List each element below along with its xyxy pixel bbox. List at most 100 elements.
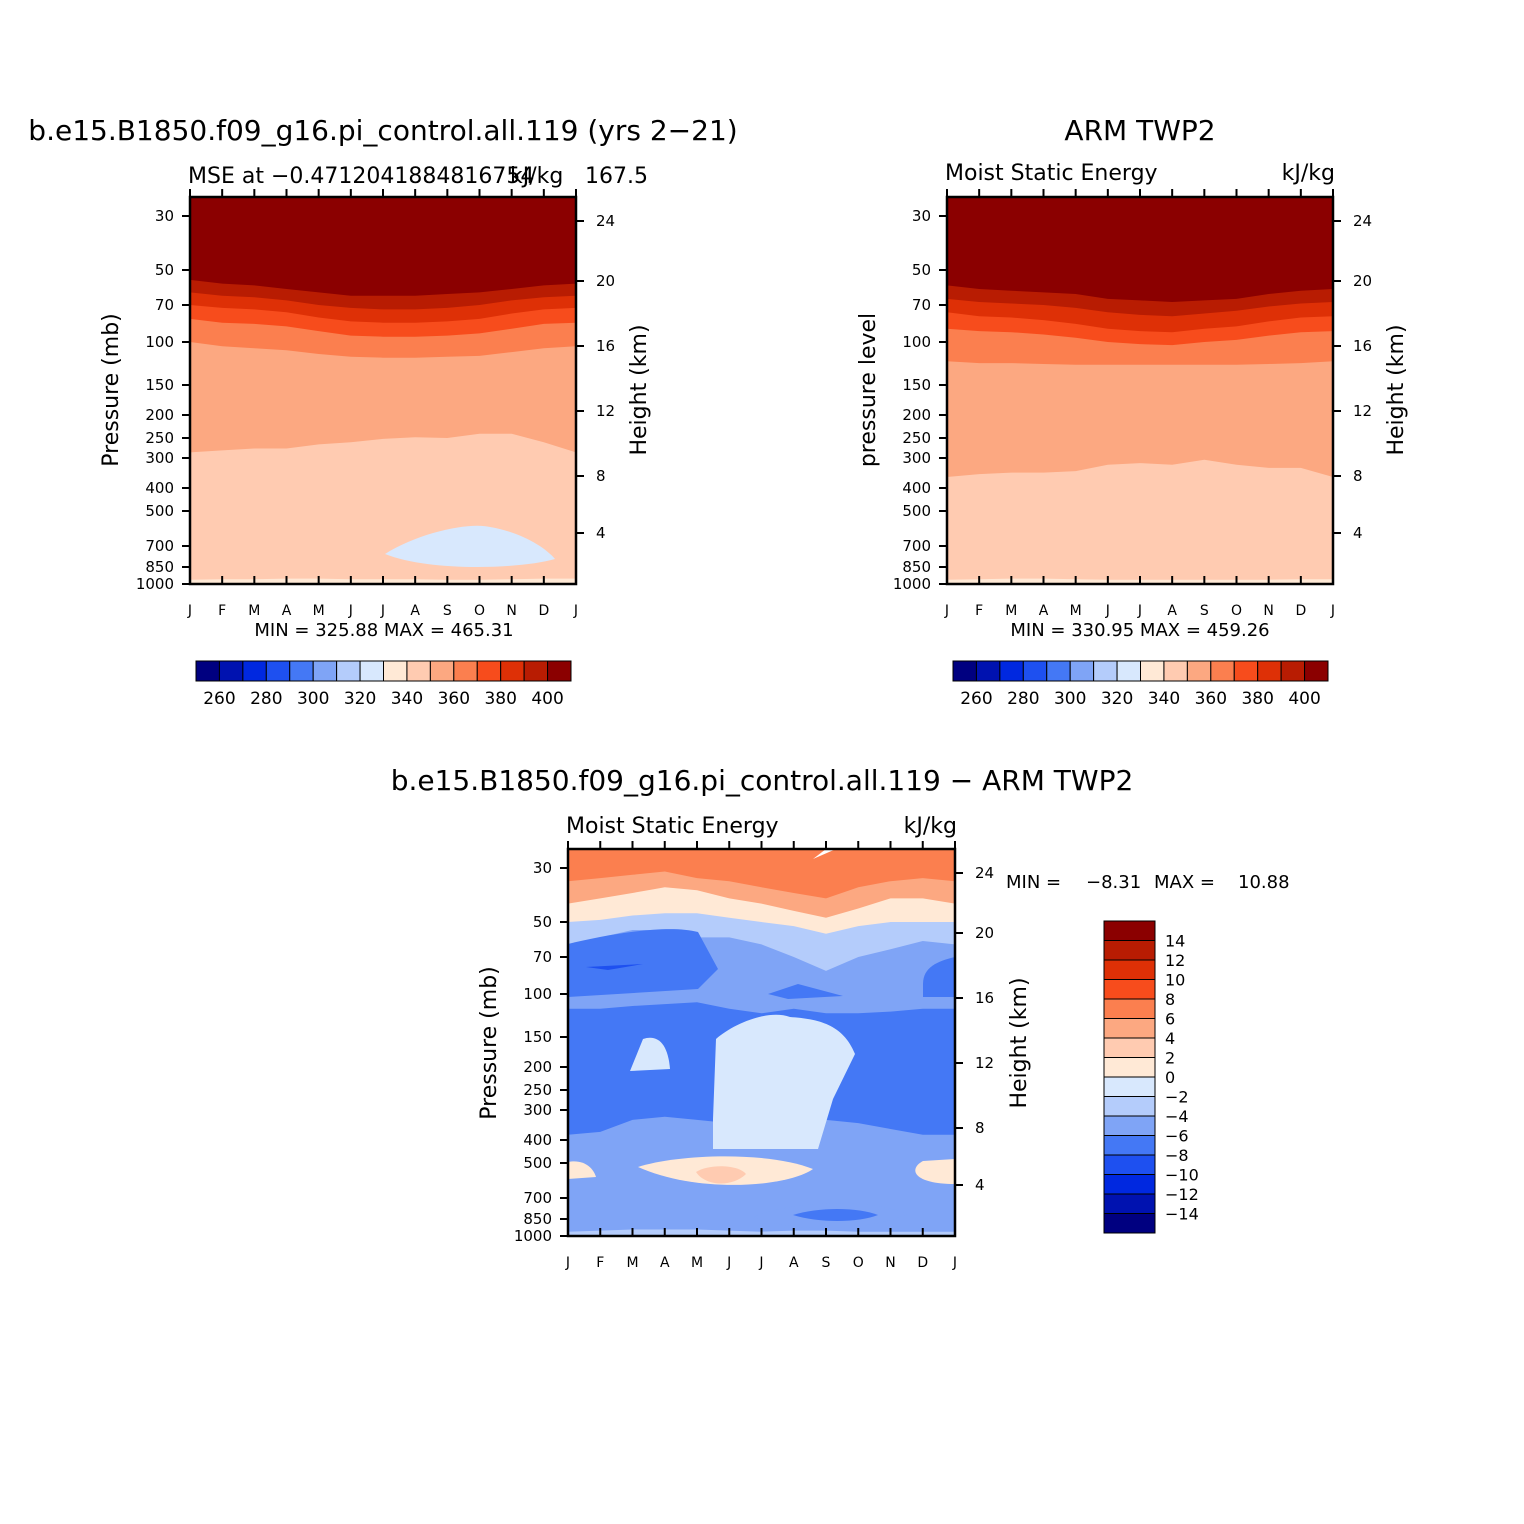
y-right-tick-label: 24 bbox=[596, 212, 615, 230]
model-panel-title: b.e15.B1850.f09_g16.pi_control.all.119 (… bbox=[28, 114, 737, 147]
colorbar-box bbox=[1304, 660, 1329, 682]
diff-core-mid bbox=[768, 984, 843, 999]
colorbar-label: −4 bbox=[1165, 1107, 1189, 1126]
diff-min-label: MIN = bbox=[1006, 872, 1061, 893]
colorbar-label: −6 bbox=[1165, 1127, 1189, 1146]
x-tick-label: F bbox=[596, 1255, 604, 1271]
x-tick-label: A bbox=[1167, 603, 1177, 619]
colorbar-box bbox=[1103, 1193, 1156, 1214]
colorbar-box bbox=[1046, 660, 1071, 682]
diff-panel: b.e15.B1850.f09_g16.pi_control.all.119 −… bbox=[391, 764, 1290, 1271]
contour-band-350 bbox=[947, 459, 1333, 584]
x-tick-label: D bbox=[538, 603, 549, 619]
diff-panel-right-string: kJ/kg bbox=[904, 814, 957, 839]
y-tick-label: 250 bbox=[145, 429, 174, 447]
diff-min-value: −8.31 bbox=[1086, 872, 1141, 893]
y-tick-label: 850 bbox=[145, 558, 174, 576]
y-tick-label: 1000 bbox=[136, 575, 174, 593]
obs-panel-right-string: kJ/kg bbox=[1282, 161, 1335, 186]
y-right-tick-label: 20 bbox=[596, 272, 615, 290]
diff-max-label: MAX = bbox=[1154, 872, 1215, 893]
y-tick-label: 500 bbox=[145, 502, 174, 520]
diff-warm-west bbox=[568, 1161, 596, 1179]
x-tick-label: D bbox=[917, 1255, 928, 1271]
x-tick-label: F bbox=[975, 603, 983, 619]
colorbar-box bbox=[312, 660, 338, 682]
colorbar-box bbox=[476, 660, 502, 682]
colorbar-label: 360 bbox=[438, 689, 470, 709]
model-colorbar: 260 280 300 320 340 360 380 400 bbox=[195, 660, 572, 709]
x-tick-label: J bbox=[952, 1255, 957, 1271]
model-panel-right-string: kJ/kg bbox=[510, 164, 563, 189]
x-tick-label: S bbox=[822, 1255, 831, 1271]
colorbar-box bbox=[1210, 660, 1235, 682]
y-tick-label: 400 bbox=[523, 1131, 552, 1149]
colorbar-box bbox=[1093, 660, 1118, 682]
y-tick-label: 70 bbox=[533, 948, 552, 966]
y-tick-label: 400 bbox=[902, 479, 931, 497]
colorbar-box bbox=[265, 660, 291, 682]
y-tick-label: 200 bbox=[523, 1058, 552, 1076]
y-tick-label: 500 bbox=[523, 1154, 552, 1172]
y-tick-label: 50 bbox=[912, 261, 931, 279]
colorbar-label: 4 bbox=[1165, 1029, 1175, 1048]
colorbar-box bbox=[1140, 660, 1165, 682]
y-right-tick-label: 4 bbox=[1353, 524, 1363, 542]
diff-axes: J F M A M J J A S O N D J 30 50 70 100 150 200 250 300 400 500… bbox=[514, 841, 994, 1271]
colorbar-label: 260 bbox=[960, 689, 992, 709]
x-tick-label: J bbox=[565, 1255, 570, 1271]
obs-panel-left-string: Moist Static Energy bbox=[945, 161, 1158, 186]
diff-ylabel-right: Height (km) bbox=[1007, 977, 1032, 1108]
model-contour-field bbox=[190, 197, 576, 584]
contour-blob-330 bbox=[385, 525, 555, 568]
y-right-tick-label: 8 bbox=[975, 1119, 985, 1137]
y-right-tick-label: 16 bbox=[596, 337, 615, 355]
obs-axes: J F M A M J J A S O N D J 30 50 70 100 150 200 250 300 400 500… bbox=[893, 189, 1372, 619]
colorbar-box bbox=[1103, 1115, 1156, 1136]
x-tick-label: J bbox=[380, 603, 385, 619]
colorbar-label: 400 bbox=[531, 689, 563, 709]
diff-panel-left-string: Moist Static Energy bbox=[566, 814, 779, 839]
colorbar-box bbox=[1103, 1057, 1156, 1078]
y-tick-label: 700 bbox=[523, 1189, 552, 1207]
colorbar-box bbox=[429, 660, 455, 682]
colorbar-box bbox=[1103, 920, 1156, 941]
obs-min-max: MIN = 330.95 MAX = 459.26 bbox=[1010, 620, 1269, 641]
diff-panel-title: b.e15.B1850.f09_g16.pi_control.all.119 −… bbox=[391, 764, 1134, 797]
colorbar-box bbox=[383, 660, 408, 682]
colorbar-box bbox=[406, 660, 431, 682]
x-tick-label: D bbox=[1295, 603, 1306, 619]
colorbar-box bbox=[453, 660, 478, 682]
x-tick-label: S bbox=[443, 603, 452, 619]
colorbar-box bbox=[1257, 660, 1282, 682]
x-tick-label: M bbox=[313, 603, 325, 619]
y-tick-label: 150 bbox=[523, 1028, 552, 1046]
x-tick-label: O bbox=[853, 1255, 864, 1271]
colorbar-box bbox=[336, 660, 361, 682]
colorbar-label: 340 bbox=[391, 689, 423, 709]
obs-panel-title: ARM TWP2 bbox=[1064, 114, 1215, 147]
x-tick-label: J bbox=[1137, 603, 1142, 619]
colorbar-box bbox=[1103, 1018, 1156, 1039]
y-tick-label: 50 bbox=[155, 261, 174, 279]
colorbar-label: 320 bbox=[1101, 689, 1133, 709]
y-tick-label: 850 bbox=[523, 1210, 552, 1228]
y-tick-label: 1000 bbox=[514, 1227, 552, 1245]
model-ylabel-right: Height (km) bbox=[627, 324, 652, 455]
colorbar-label: 14 bbox=[1165, 932, 1185, 951]
colorbar-label: 12 bbox=[1165, 951, 1185, 970]
y-tick-label: 300 bbox=[145, 449, 174, 467]
colorbar-box bbox=[952, 660, 977, 682]
x-tick-label: J bbox=[1105, 603, 1110, 619]
colorbar-box bbox=[195, 660, 220, 682]
colorbar-box bbox=[1163, 660, 1188, 682]
y-tick-label: 700 bbox=[902, 537, 931, 555]
diff-warm-core bbox=[696, 1166, 746, 1184]
colorbar-label: 8 bbox=[1165, 990, 1175, 1009]
y-right-tick-label: 12 bbox=[975, 1054, 994, 1072]
obs-ylabel: pressure level bbox=[856, 313, 881, 467]
y-right-tick-label: 8 bbox=[1353, 467, 1363, 485]
colorbar-box bbox=[1116, 660, 1141, 682]
